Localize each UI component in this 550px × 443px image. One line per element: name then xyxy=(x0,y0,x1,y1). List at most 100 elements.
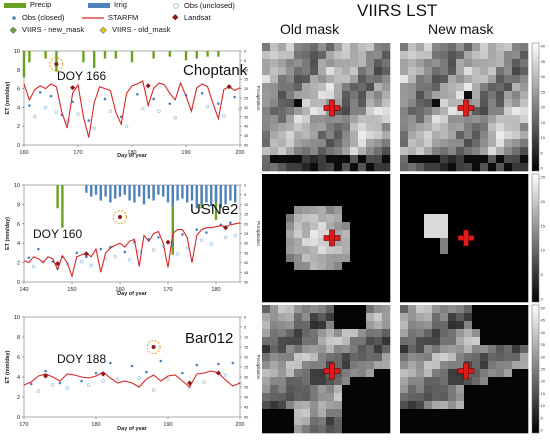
map-pixel xyxy=(326,409,335,418)
map-pixel xyxy=(294,107,303,116)
map-pixel xyxy=(342,59,351,68)
map-pixel xyxy=(270,230,279,239)
map-pixel xyxy=(488,67,497,76)
map-pixel xyxy=(278,377,287,386)
map-pixel xyxy=(294,337,303,346)
map-pixel xyxy=(262,294,271,303)
map-pixel xyxy=(318,190,327,199)
map-pixel xyxy=(464,329,473,338)
map-pixel xyxy=(400,107,409,116)
map-pixel xyxy=(432,337,441,346)
map-pixel xyxy=(270,321,279,330)
map-pixel xyxy=(416,305,425,314)
map-pixel xyxy=(310,313,319,322)
map-pixel xyxy=(496,278,505,287)
map-pixel xyxy=(374,83,383,92)
map-pixel xyxy=(520,51,529,60)
map-pixel xyxy=(310,286,319,295)
map-pixel xyxy=(262,401,271,410)
map-pixel xyxy=(464,305,473,314)
map-pixel xyxy=(350,353,359,362)
map-pixel xyxy=(318,393,327,402)
legend-viirs-old-label: VIIRS - old_mask xyxy=(112,25,171,34)
map-pixel xyxy=(448,286,457,295)
map-pixel xyxy=(278,262,287,271)
map-pixel xyxy=(278,83,287,92)
map-pixel xyxy=(350,75,359,84)
y2-tick-label: 20 xyxy=(244,222,248,226)
map-pixel xyxy=(278,294,287,303)
map-pixel xyxy=(472,278,481,287)
map-pixel xyxy=(310,59,319,68)
map-pixel xyxy=(520,353,529,362)
map-pixel xyxy=(374,401,383,410)
map-pixel xyxy=(488,409,497,418)
map-pixel xyxy=(408,174,417,183)
map-pixel xyxy=(520,262,529,271)
map-pixel xyxy=(440,313,449,322)
map-pixel xyxy=(358,417,367,426)
map-pixel xyxy=(318,43,327,52)
map-pixel xyxy=(334,305,343,314)
map-pixel xyxy=(286,214,295,223)
map-pixel xyxy=(326,51,335,60)
map-pixel xyxy=(480,246,489,255)
map-pixel xyxy=(358,198,367,207)
irrig-bar xyxy=(214,185,218,203)
map-pixel xyxy=(302,206,311,215)
map-pixel xyxy=(456,337,465,346)
obs-closed-point xyxy=(205,231,208,234)
map-pixel xyxy=(440,369,449,378)
map-pixel xyxy=(318,107,327,116)
map-pixel xyxy=(302,155,311,164)
irrig-bar xyxy=(205,185,208,203)
map-pixel xyxy=(262,353,271,362)
irrig-bar xyxy=(128,185,131,201)
map-pixel xyxy=(408,83,417,92)
map-pixel xyxy=(366,43,375,52)
map-pixel xyxy=(294,385,303,394)
map-pixel xyxy=(326,139,335,148)
map-pixel xyxy=(262,182,271,191)
map-pixel xyxy=(504,115,513,124)
map-pixel xyxy=(302,409,311,418)
map-pixel xyxy=(366,67,375,76)
map-pixel xyxy=(472,401,481,410)
map-pixel xyxy=(432,67,441,76)
map-pixel xyxy=(472,417,481,426)
map-pixel xyxy=(480,329,489,338)
map-pixel xyxy=(416,337,425,346)
map-pixel xyxy=(472,385,481,394)
map-pixel xyxy=(416,393,425,402)
map-pixel xyxy=(496,107,505,116)
map-pixel xyxy=(416,198,425,207)
irrig-bar xyxy=(210,185,213,207)
map-pixel xyxy=(278,286,287,295)
map-pixel xyxy=(408,417,417,426)
map-pixel xyxy=(432,147,441,156)
map-pixel xyxy=(400,353,409,362)
map-pixel xyxy=(448,59,457,68)
legend-obs-unclosed-label: Obs (unclosed) xyxy=(184,1,235,10)
map-pixel xyxy=(496,305,505,314)
precip-bar xyxy=(217,51,220,57)
colorbar-tick-label: 0 xyxy=(541,166,544,171)
map-pixel xyxy=(400,417,409,426)
precip-bar xyxy=(22,51,26,78)
map-pixel xyxy=(496,59,505,68)
y-tick-label: 4 xyxy=(17,375,20,381)
obs-closed-point xyxy=(130,364,134,368)
colorbar-tick-label: 10 xyxy=(541,403,546,408)
map-pixel xyxy=(416,294,425,303)
map-pixel xyxy=(334,123,343,132)
map-pixel xyxy=(294,51,303,60)
map-pixel xyxy=(448,163,457,172)
map-pixel xyxy=(408,182,417,191)
map-pixel xyxy=(334,230,343,239)
map-pixel xyxy=(294,278,303,287)
map-pixel xyxy=(270,254,279,263)
x-tick-label: 190 xyxy=(163,422,172,428)
map-pixel xyxy=(472,262,481,271)
map-pixel xyxy=(472,115,481,124)
map-pixel xyxy=(350,409,359,418)
